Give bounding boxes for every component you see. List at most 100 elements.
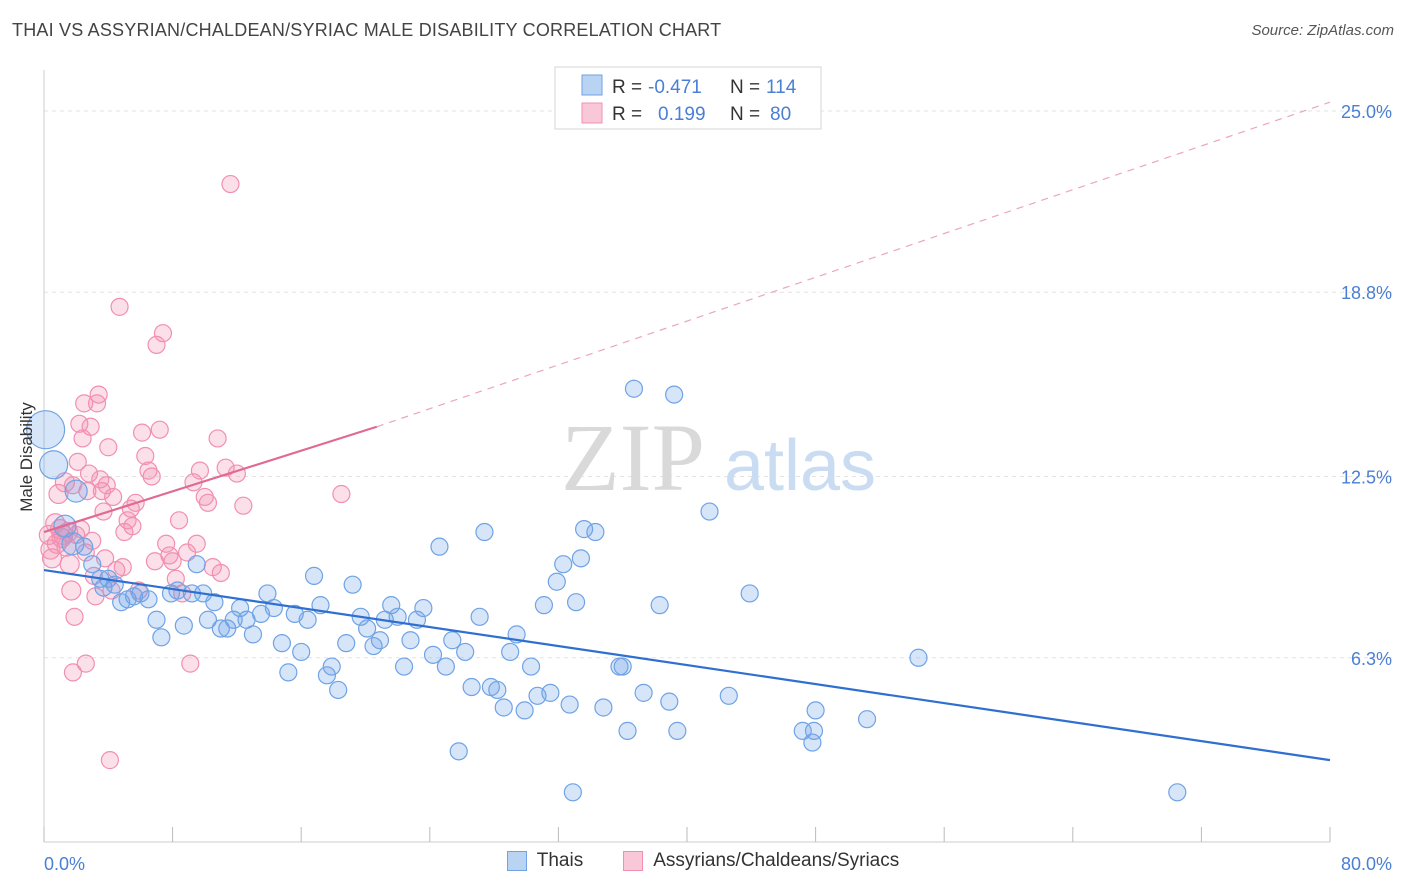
assyrians-point-41 [110,297,129,316]
assyrians-point-49 [132,423,152,442]
legend-item-thais: Thais [506,850,584,872]
thais-point-104 [1168,783,1187,802]
assyrians-point-12 [59,554,80,575]
axes [43,70,1331,843]
assyrians-point-71 [208,429,227,448]
thais-point-93 [665,385,684,404]
thais-point-52 [382,596,401,615]
thais-point-63 [456,642,475,662]
thais-point-64 [462,677,481,697]
legend-r-value-1: -0.471 [648,77,702,98]
thais-point-20 [174,616,193,635]
assyrians-point-67 [190,461,210,480]
thais-point-1 [39,450,69,480]
thais-point-17 [152,628,171,647]
thais-point-79 [560,695,579,714]
assyrians-point-56 [153,324,173,343]
assyrians-point-52 [142,467,161,486]
thais-point-82 [571,549,591,568]
thais-point-69 [494,698,513,717]
thais-point-5 [75,537,94,556]
assyrians-point-69 [198,493,218,512]
thais-point-94 [668,721,687,740]
x-tick-label-1: 80.0% [1341,854,1392,874]
assyrians-trend-extension [376,101,1331,428]
series-legend: Thais Assyrians/Chaldeans/Syriacs [0,850,1406,872]
thais-point-28 [224,610,243,629]
thais-point-65 [470,607,489,626]
assyrians-point-78 [63,663,83,682]
thais-point-66 [475,522,494,542]
thais-point-22 [187,555,206,574]
assyrians-point-25 [81,417,100,436]
legend-swatch-pink [581,102,603,124]
y-axis-label: Male Disability [17,402,36,512]
watermark: ZIP atlas [561,404,876,511]
assyrians-point-15 [65,607,84,626]
assyrians-point-17 [68,452,87,471]
assyrians-point-13 [61,580,82,601]
thais-point-68 [488,680,507,700]
legend-swatch-thais [506,851,527,871]
thais-point-103 [909,648,928,667]
thais-point-75 [534,596,554,615]
legend-n-value-2: 80 [770,104,791,125]
thais-point-0 [26,410,66,450]
assyrians-point-30 [89,385,108,404]
thais-point-88 [618,721,637,740]
thais-point-4 [64,479,88,503]
source-label: Source: ZipAtlas.com [1251,22,1394,39]
assyrians-point-79 [76,654,95,673]
legend-label-assyrians: Assyrians/Chaldeans/Syriacs [653,850,900,871]
assyrians-point-18 [70,414,89,433]
legend-n-label-1: N = [730,77,760,98]
thais-point-24 [198,610,218,629]
assyrians-point-58 [160,546,179,565]
thais-point-57 [414,598,433,618]
trend-lines [43,101,1331,762]
thais-point-50 [370,631,390,650]
thais-point-70 [501,642,520,662]
legend-r-value-2: 0.199 [658,104,706,125]
thais-point-83 [575,520,594,539]
y-tick-labels: 6.3% 12.5% 18.8% 25.0% [1341,102,1392,669]
assyrians-point-51 [139,461,158,480]
thais-point-45 [337,634,356,653]
assyrians-point-68 [195,487,214,507]
thais-trend-line [43,568,1331,762]
y-tick-label-1: 12.5% [1341,467,1392,487]
thais-point-43 [322,657,341,676]
y-tick-label-3: 25.0% [1341,102,1392,122]
assyrians-point-54 [147,335,166,354]
thais-point-95 [700,502,719,521]
thais-point-42 [317,666,337,685]
thais-point-59 [430,537,449,556]
assyrians-point-24 [79,464,99,483]
thais-point-80 [563,783,582,802]
thais-point-46 [343,575,362,594]
assyrians-trend-line [43,425,378,534]
thais-point-54 [394,657,414,676]
thais-point-25 [205,593,224,612]
legend-n-label-2: N = [730,104,760,125]
legend-r-label-2: R = [612,104,642,125]
legend-item-assyrians: Assyrians/Chaldeans/Syriacs [623,850,899,872]
assyrians-point-36 [99,438,118,457]
thais-point-77 [547,572,566,591]
thais-point-38 [292,642,311,662]
series-assyrians-points [38,174,351,770]
assyrians-point-42 [113,558,132,577]
thais-point-73 [521,657,541,676]
assyrians-point-50 [136,446,155,466]
thais-point-39 [298,610,317,629]
thais-point-55 [401,631,420,650]
thais-point-58 [423,645,443,664]
thais-point-61 [443,631,462,650]
assyrians-point-77 [332,484,351,504]
thais-point-78 [554,555,573,574]
assyrians-point-55 [150,420,169,439]
assyrians-point-64 [181,654,200,673]
assyrians-point-76 [234,496,253,515]
legend-label-thais: Thais [536,850,584,871]
